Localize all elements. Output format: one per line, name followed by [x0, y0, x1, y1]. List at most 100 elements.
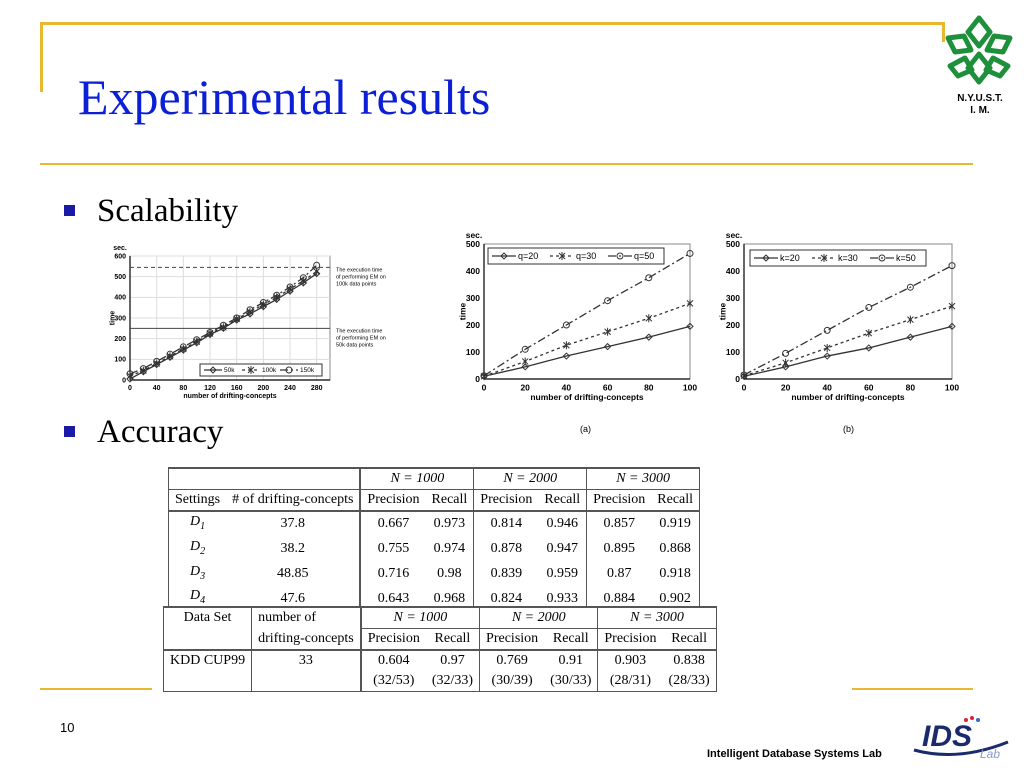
- precision-header: Precision: [359, 489, 426, 511]
- fraction-cell: (28/31): [597, 671, 663, 692]
- data-point: [259, 299, 267, 306]
- data-point: [604, 297, 612, 305]
- y-tick-label: 100: [466, 347, 480, 357]
- precision-header: Precision: [586, 489, 652, 511]
- x-tick-label: 120: [204, 385, 216, 392]
- y-tick-label: 500: [726, 239, 740, 249]
- value-cell: 0.716: [359, 561, 426, 587]
- x-tick-label: 80: [906, 383, 916, 393]
- x-tick-label: 0: [742, 383, 747, 393]
- y-tick-label: 500: [114, 274, 126, 281]
- value-cell: 0.974: [433, 541, 466, 557]
- data-point: [233, 315, 241, 324]
- x-tick-label: 20: [781, 383, 791, 393]
- data-point: [781, 363, 790, 371]
- fraction-cell: (28/33): [662, 671, 717, 692]
- accuracy-table-synthetic: N = 1000 N = 2000 N = 3000 Settings # of…: [168, 467, 701, 613]
- series-line: [129, 264, 318, 375]
- data-point: [500, 252, 508, 260]
- frame-bar-top: [40, 22, 945, 25]
- value-cell: 0.87: [586, 561, 652, 587]
- table-row: D1 37.8 0.667 0.973 0.814 0.946 0.857 0.919: [168, 510, 701, 537]
- setting-cell: D1: [168, 510, 227, 537]
- x-tick-label: 80: [644, 383, 654, 393]
- data-point: [686, 322, 694, 331]
- value-cell: 0.604: [359, 649, 426, 671]
- data-point: [948, 262, 956, 270]
- scalability-chart-b: 0 20 40 60 80 100 0 100 200 300 400 500 number of dr…: [717, 230, 959, 402]
- x-tick-label: 280: [311, 385, 323, 392]
- school-name-line1: N.Y.U.S.T.: [957, 93, 1003, 104]
- value-cell: 0.755: [359, 536, 426, 562]
- svg-text:Lab: Lab: [980, 747, 1000, 761]
- group-header: N = 3000: [597, 606, 717, 629]
- value-cell: 0.878: [473, 536, 539, 562]
- data-point: [313, 261, 321, 269]
- precision-header: Precision: [473, 489, 539, 511]
- fraction-cell: (30/33): [544, 671, 598, 692]
- title-rule: [40, 163, 973, 165]
- value-cell: 0.769: [479, 649, 545, 671]
- data-point: [247, 366, 255, 374]
- data-point: [782, 358, 789, 367]
- legend-box: [749, 249, 927, 267]
- data-point: [616, 252, 624, 260]
- data-point: [219, 321, 227, 329]
- group-header: N = 1000: [359, 606, 480, 629]
- data-point: [645, 314, 653, 323]
- chart-a-caption: (a): [580, 424, 591, 434]
- y-tick-label: 400: [466, 266, 480, 276]
- data-point: [906, 283, 914, 291]
- group-header: N = 3000: [586, 467, 701, 490]
- data-point: [246, 307, 254, 316]
- data-point: [259, 302, 268, 311]
- x-tick-label: 100: [945, 383, 959, 393]
- scalability-chart-a: 0 20 40 60 80 100 0 100 200 300 400 500 number of dr…: [457, 230, 697, 402]
- data-point: [823, 326, 831, 334]
- value-cell: 0.857: [586, 510, 652, 537]
- value-cell: 0.814: [473, 510, 539, 537]
- data-point: [139, 365, 147, 373]
- series-line: [743, 265, 953, 376]
- dc-cell: 38.2: [280, 541, 306, 557]
- data-point: [139, 366, 147, 375]
- data-point: [604, 327, 611, 336]
- value-cell: 0.667: [359, 510, 426, 537]
- series-line: [743, 325, 953, 377]
- bottom-rule-right: [852, 688, 973, 690]
- bullet-accuracy: Accuracy: [64, 414, 223, 451]
- data-point: [686, 299, 694, 308]
- bullet-square-icon: [64, 204, 75, 216]
- value-cell: 0.91: [544, 649, 598, 671]
- y-axis-label: time: [110, 311, 117, 326]
- precision-header: Precision: [479, 628, 545, 650]
- page-number: 10: [60, 720, 75, 735]
- legend-label: q=20: [518, 251, 538, 261]
- data-point: [762, 254, 770, 262]
- legend-box: [199, 363, 323, 377]
- value-cell: 0.97: [425, 649, 480, 671]
- y-tick-label: 400: [114, 295, 126, 302]
- slide-title: Experimental results: [78, 69, 491, 125]
- legend-box: [487, 247, 665, 265]
- data-point: [686, 249, 694, 257]
- data-point: [153, 357, 161, 365]
- data-point: [823, 343, 831, 352]
- data-point: [865, 344, 873, 352]
- annotation-text: of performing EM on: [336, 274, 386, 280]
- data-point: [562, 321, 570, 329]
- y-tick-label: 100: [726, 347, 740, 357]
- x-tick-label: 60: [603, 383, 613, 393]
- dataset-cell: KDD CUP99: [162, 649, 252, 671]
- data-point: [285, 366, 293, 374]
- dc-cell: 33: [251, 649, 361, 671]
- value-cell: 0.98: [437, 565, 462, 581]
- fraction-cell: (32/33): [425, 671, 480, 692]
- data-point: [645, 274, 653, 282]
- value-cell: 0.959: [546, 565, 579, 581]
- legend-label: q=30: [576, 251, 596, 261]
- x-axis-label: number of drifting-concepts: [791, 392, 905, 402]
- x-tick-label: 40: [153, 385, 161, 392]
- y-tick-label: 300: [726, 293, 740, 303]
- bottom-rule-left: [40, 688, 152, 690]
